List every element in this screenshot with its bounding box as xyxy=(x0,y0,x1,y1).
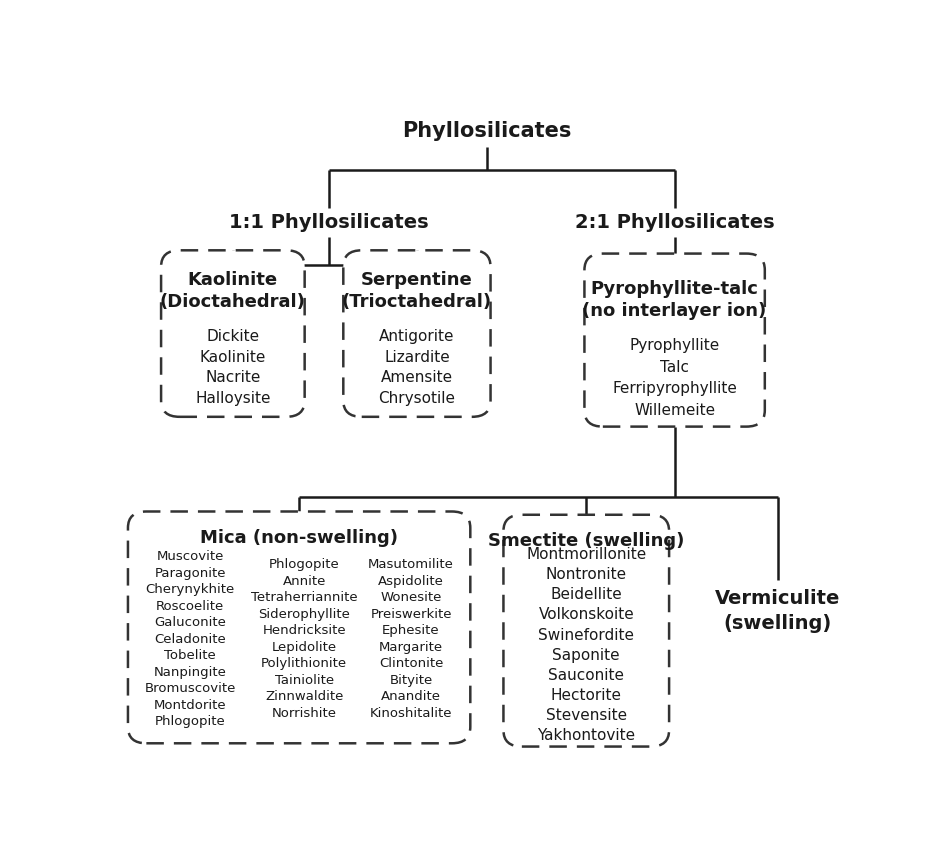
Text: Phlogopite
Annite
Tetraherriannite
Siderophyllite
Hendricksite
Lepidolite
Polyli: Phlogopite Annite Tetraherriannite Sider… xyxy=(251,558,357,720)
Text: Pyrophyllite-talc
(no interlayer ion): Pyrophyllite-talc (no interlayer ion) xyxy=(582,280,767,320)
FancyBboxPatch shape xyxy=(343,250,490,417)
Text: 2:1 Phyllosilicates: 2:1 Phyllosilicates xyxy=(575,213,774,232)
FancyBboxPatch shape xyxy=(128,511,470,744)
FancyBboxPatch shape xyxy=(504,515,669,746)
FancyBboxPatch shape xyxy=(162,250,305,417)
Text: Pyrophyllite
Talc
Ferripyrophyllite
Willemeite: Pyrophyllite Talc Ferripyrophyllite Will… xyxy=(612,338,737,418)
Text: Phyllosilicates: Phyllosilicates xyxy=(402,121,572,141)
Text: Montmorillonite
Nontronite
Beidellite
Volkonskoite
Swinefordite
Saponite
Sauconi: Montmorillonite Nontronite Beidellite Vo… xyxy=(526,547,646,743)
Text: Kaolinite
(Dioctahedral): Kaolinite (Dioctahedral) xyxy=(160,271,306,311)
Text: Antigorite
Lizardite
Amensite
Chrysotile: Antigorite Lizardite Amensite Chrysotile xyxy=(378,329,455,405)
Text: Masutomilite
Aspidolite
Wonesite
Preiswerkite
Ephesite
Margarite
Clintonite
Bity: Masutomilite Aspidolite Wonesite Preiswe… xyxy=(368,558,454,720)
FancyBboxPatch shape xyxy=(584,254,765,427)
Text: Smectite (swelling): Smectite (swelling) xyxy=(488,532,684,550)
Text: Vermiculite
(swelling): Vermiculite (swelling) xyxy=(715,589,841,633)
Text: Muscovite
Paragonite
Cherynykhite
Roscoelite
Galuconite
Celadonite
Tobelite
Nanp: Muscovite Paragonite Cherynykhite Roscoe… xyxy=(144,550,236,728)
Text: Mica (non-swelling): Mica (non-swelling) xyxy=(200,528,398,547)
Text: 1:1 Phyllosilicates: 1:1 Phyllosilicates xyxy=(229,213,428,232)
Text: Serpentine
(Trioctahedral): Serpentine (Trioctahedral) xyxy=(342,271,492,311)
Text: Dickite
Kaolinite
Nacrite
Halloysite: Dickite Kaolinite Nacrite Halloysite xyxy=(195,329,271,405)
